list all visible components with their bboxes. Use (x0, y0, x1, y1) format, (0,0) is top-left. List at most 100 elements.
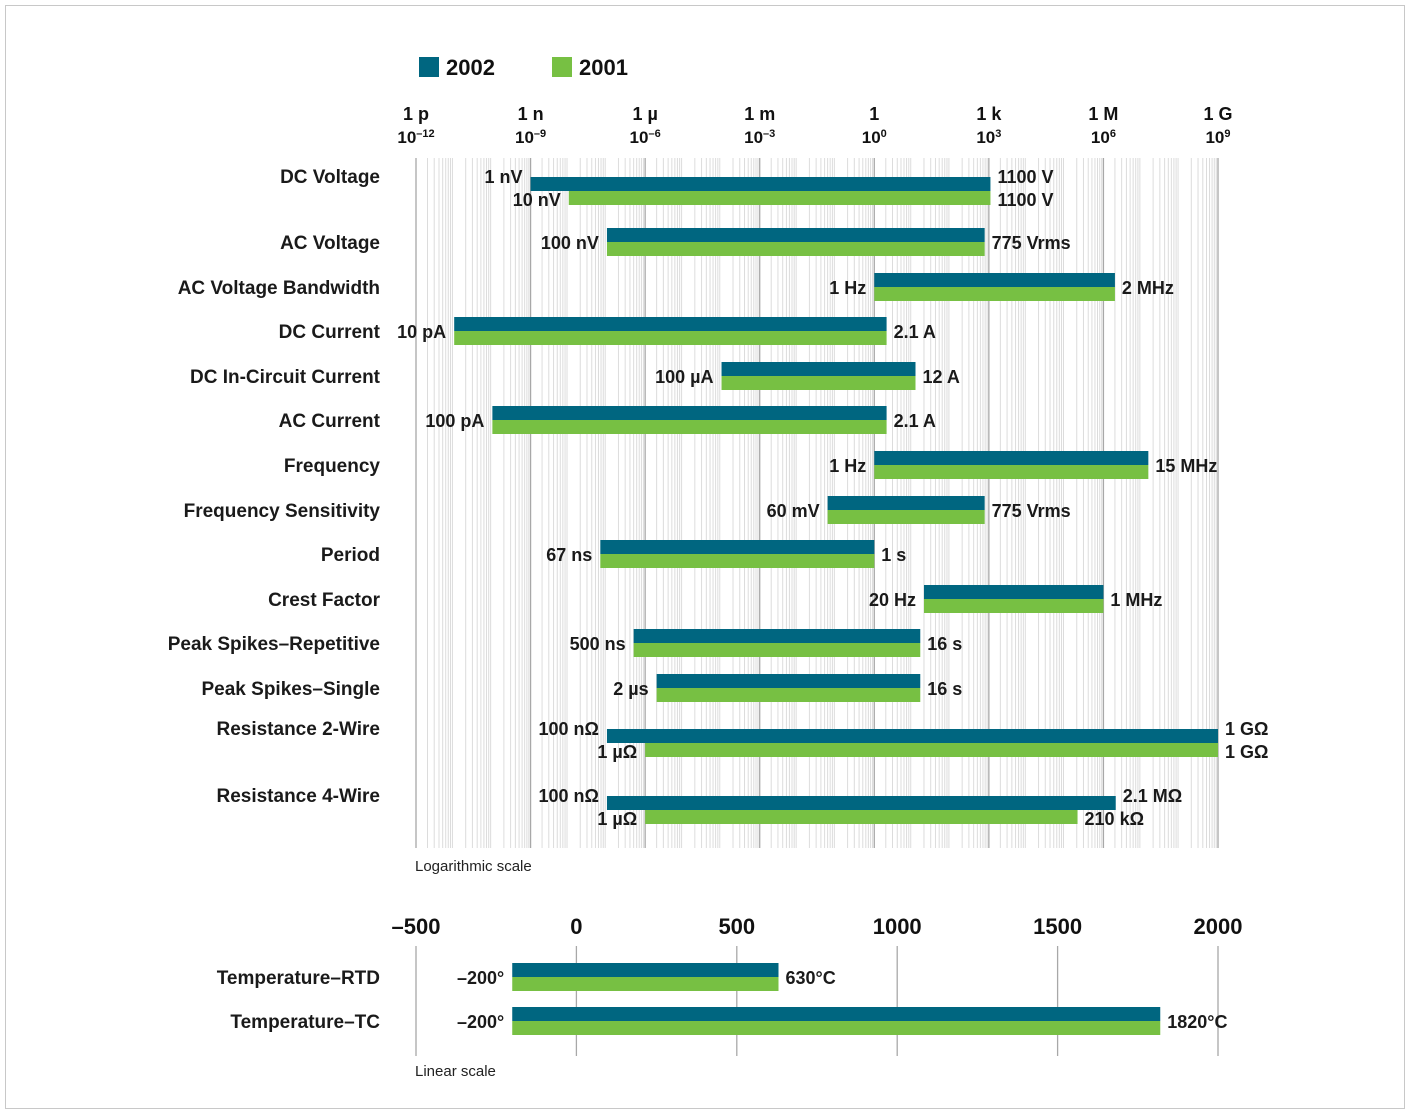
log-tick-power: 10–6 (630, 128, 661, 147)
row-label: DC Voltage (280, 167, 380, 188)
linear-tick: 2000 (1194, 914, 1243, 939)
max-label-2001: 210 kΩ (1085, 809, 1144, 829)
linear-tick: –500 (392, 914, 441, 939)
bar-2001 (568, 191, 991, 205)
log-tick-power: 100 (862, 128, 887, 147)
bar-2002 (721, 362, 916, 376)
max-label: 1820°C (1167, 1012, 1227, 1032)
bar-2001 (874, 465, 1149, 479)
log-tick-prefix: 1 G (1203, 104, 1232, 124)
bar-2002 (530, 177, 991, 191)
bar-2001 (827, 510, 985, 524)
linear-tick: 1500 (1033, 914, 1082, 939)
log-tick-prefix: 1 m (744, 104, 775, 124)
linear-tick: 0 (570, 914, 582, 939)
max-label: 16 s (927, 634, 962, 654)
bar-2002 (512, 1007, 1161, 1021)
bar-2001 (512, 977, 779, 991)
max-label: 2.1 A (894, 322, 936, 342)
max-label: 2.1 A (894, 411, 936, 431)
bar-2001 (645, 810, 1078, 824)
min-label-2002: 100 nΩ (538, 786, 598, 806)
min-label: 20 Hz (869, 590, 916, 610)
min-label: 10 pA (397, 322, 446, 342)
legend-label-2001: 2001 (579, 55, 628, 80)
row-label: Temperature–RTD (217, 968, 380, 989)
min-label: 60 mV (767, 501, 820, 521)
linear-tick: 1000 (873, 914, 922, 939)
row-label: AC Voltage (280, 233, 380, 254)
max-label: 12 A (923, 367, 960, 387)
log-tick-power: 109 (1205, 128, 1230, 147)
bar-2002 (606, 796, 1116, 810)
legend-swatch-2002 (419, 57, 439, 77)
min-label: 1 Hz (829, 278, 866, 298)
row-label: Temperature–TC (230, 1012, 380, 1033)
min-label-2001: 1 µΩ (597, 809, 637, 829)
max-label-2002: 1 GΩ (1225, 719, 1268, 739)
min-label: 100 nV (541, 233, 599, 253)
min-label: 1 Hz (829, 456, 866, 476)
min-label: –200° (457, 1012, 504, 1032)
bar-2002 (600, 540, 875, 554)
min-label: –200° (457, 968, 504, 988)
min-label-2002: 100 nΩ (538, 719, 598, 739)
log-tick-power: 10–12 (397, 128, 434, 147)
bar-2001 (656, 688, 921, 702)
log-tick-power: 106 (1091, 128, 1116, 147)
log-scale-note: Logarithmic scale (415, 858, 532, 875)
max-label-2001: 1 GΩ (1225, 742, 1268, 762)
linear-gridlines (415, 946, 1219, 1056)
bar-2001 (721, 376, 916, 390)
linear-scale-note: Linear scale (415, 1063, 496, 1080)
max-label: 630°C (786, 968, 836, 988)
log-tick-prefix: 1 p (403, 104, 429, 124)
min-label: 2 µs (613, 679, 648, 699)
row-label: Frequency (284, 456, 381, 477)
row-label: AC Current (279, 411, 381, 432)
bar-2001 (492, 420, 887, 434)
log-tick-prefix: 1 µ (632, 104, 657, 124)
bar-2001 (600, 554, 875, 568)
row-label: DC In-Circuit Current (190, 367, 381, 388)
max-label: 1 s (881, 545, 906, 565)
log-tick-prefix: 1 n (518, 104, 544, 124)
bar-2002 (492, 406, 887, 420)
row-label: Peak Spikes–Repetitive (168, 634, 380, 655)
log-tick-prefix: 1 M (1088, 104, 1118, 124)
legend-swatch-2001 (552, 57, 572, 77)
row-label: Resistance 4-Wire (216, 786, 380, 807)
row-label: Resistance 2-Wire (216, 719, 380, 740)
min-label-2002: 1 nV (485, 167, 523, 187)
min-label: 500 ns (570, 634, 626, 654)
bar-2002 (923, 585, 1104, 599)
row-label: Frequency Sensitivity (184, 501, 381, 522)
min-label-2001: 1 µΩ (597, 742, 637, 762)
bar-2002 (606, 228, 985, 242)
log-tick-power: 103 (976, 128, 1001, 147)
bar-2001 (454, 331, 887, 345)
bar-2001 (923, 599, 1104, 613)
bar-2001 (606, 242, 985, 256)
min-label: 100 pA (425, 411, 484, 431)
bar-2001 (633, 643, 921, 657)
legend-label-2002: 2002 (446, 55, 495, 80)
max-label: 16 s (927, 679, 962, 699)
max-label: 775 Vrms (992, 233, 1071, 253)
row-label: DC Current (279, 322, 381, 343)
bar-2001 (874, 287, 1115, 301)
row-label: Crest Factor (268, 590, 381, 611)
log-tick-power: 10–3 (744, 128, 775, 147)
bar-2001 (512, 1021, 1161, 1035)
max-label: 15 MHz (1155, 456, 1217, 476)
bar-2002 (827, 496, 985, 510)
bar-2002 (512, 963, 779, 977)
row-label: Peak Spikes–Single (202, 679, 381, 700)
max-label-2002: 2.1 MΩ (1123, 786, 1182, 806)
min-label: 67 ns (546, 545, 592, 565)
row-label: AC Voltage Bandwidth (178, 278, 380, 299)
bar-2002 (656, 674, 921, 688)
log-tick-power: 10–9 (515, 128, 546, 147)
bar-2002 (454, 317, 887, 331)
